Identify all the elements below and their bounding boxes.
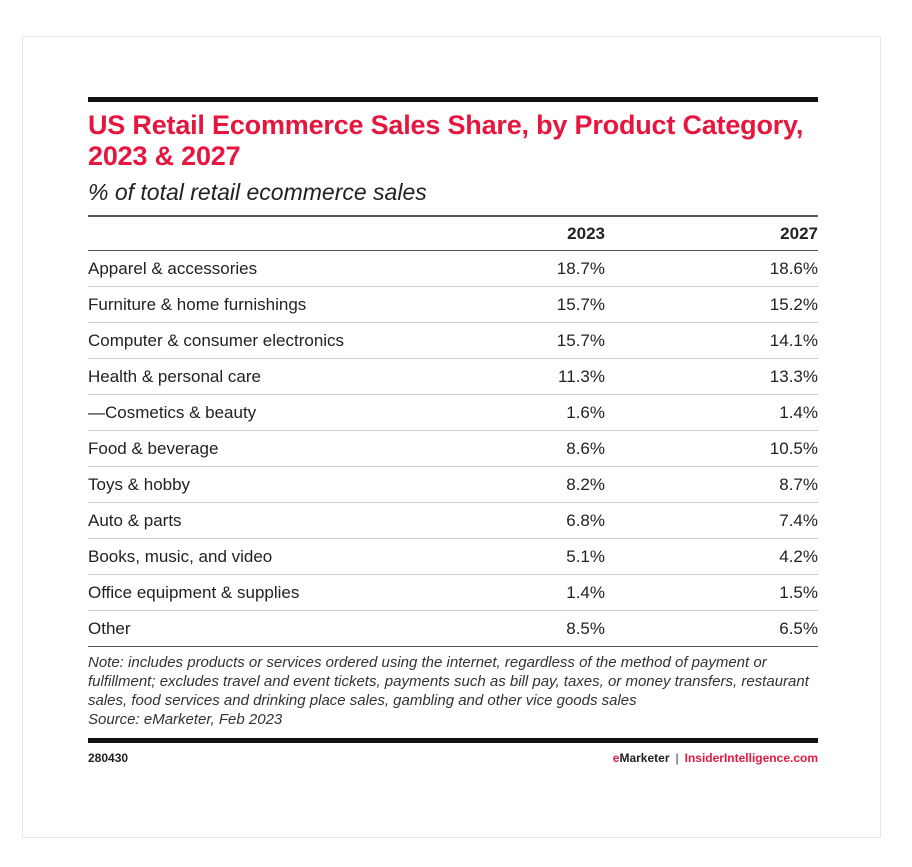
row-label: Apparel & accessories <box>88 250 455 287</box>
row-label: Health & personal care <box>88 358 455 395</box>
row-label: —Cosmetics & beauty <box>88 394 455 431</box>
row-label: Food & beverage <box>88 430 455 467</box>
value-2027: 4.2% <box>605 538 818 575</box>
value-2023: 6.8% <box>455 502 605 539</box>
value-2023: 18.7% <box>455 250 605 287</box>
chart-id: 280430 <box>88 751 129 765</box>
value-2023: 8.6% <box>455 430 605 467</box>
chart-card <box>22 36 881 838</box>
value-2027: 14.1% <box>605 322 818 359</box>
bottom-rule <box>88 738 818 743</box>
value-2023: 1.6% <box>455 394 605 431</box>
value-2027: 15.2% <box>605 286 818 323</box>
table-row: Computer & consumer electronics 15.7% 14.1… <box>88 322 818 359</box>
table-row: Books, music, and video 5.1% 4.2% <box>88 538 818 575</box>
table-row: Office equipment & supplies 1.4% 1.5% <box>88 574 818 611</box>
chart-note: Note: includes products or services orde… <box>88 653 818 729</box>
row-label: Toys & hobby <box>88 466 455 503</box>
source-text: Source: eMarketer, Feb 2023 <box>88 711 283 728</box>
site-link[interactable]: InsiderIntelligence.com <box>684 751 818 765</box>
header-label <box>88 215 455 251</box>
value-2023: 15.7% <box>455 286 605 323</box>
row-label: Auto & parts <box>88 502 455 539</box>
data-table: 2023 2027 Apparel & accessories 18.7% 18.6… <box>88 215 818 647</box>
table-row: —Cosmetics & beauty 1.6% 1.4% <box>88 394 818 431</box>
value-2023: 8.2% <box>455 466 605 503</box>
value-2027: 6.5% <box>605 610 818 647</box>
value-2023: 5.1% <box>455 538 605 575</box>
table-row: Auto & parts 6.8% 7.4% <box>88 502 818 539</box>
row-label: Other <box>88 610 455 647</box>
value-2023: 11.3% <box>455 358 605 395</box>
value-2027: 18.6% <box>605 250 818 287</box>
table-row: Toys & hobby 8.2% 8.7% <box>88 466 818 503</box>
table-row: Furniture & home furnishings 15.7% 15.2% <box>88 286 818 323</box>
value-2027: 7.4% <box>605 502 818 539</box>
footer-separator: | <box>675 751 679 765</box>
header-2027: 2027 <box>605 215 818 251</box>
value-2027: 1.4% <box>605 394 818 431</box>
table-row: Food & beverage 8.6% 10.5% <box>88 430 818 467</box>
value-2023: 8.5% <box>455 610 605 647</box>
value-2027: 10.5% <box>605 430 818 467</box>
header-row: 2023 2027 <box>88 215 818 251</box>
header-2023: 2023 <box>455 215 605 251</box>
row-label: Office equipment & supplies <box>88 574 455 611</box>
table-row: Other 8.5% 6.5% <box>88 610 818 647</box>
brand-e: e <box>612 751 620 765</box>
note-text: Note: includes products or services orde… <box>88 654 809 709</box>
table-row: Apparel & accessories 18.7% 18.6% <box>88 250 818 287</box>
row-label: Furniture & home furnishings <box>88 286 455 323</box>
table-row: Health & personal care 11.3% 13.3% <box>88 358 818 395</box>
value-2027: 8.7% <box>605 466 818 503</box>
chart-container: US Retail Ecommerce Sales Share, by Prod… <box>88 97 818 765</box>
footer: 280430 eMarketer | InsiderIntelligence.com <box>88 751 818 765</box>
row-label: Computer & consumer electronics <box>88 322 455 359</box>
value-2027: 1.5% <box>605 574 818 611</box>
row-label: Books, music, and video <box>88 538 455 575</box>
footer-brand: eMarketer | InsiderIntelligence.com <box>613 751 818 765</box>
value-2023: 1.4% <box>455 574 605 611</box>
brand-rest: Marketer <box>619 751 670 765</box>
top-rule <box>88 97 818 102</box>
chart-subtitle: % of total retail ecommerce sales <box>88 179 427 205</box>
value-2027: 13.3% <box>605 358 818 395</box>
value-2023: 15.7% <box>455 322 605 359</box>
chart-title: US Retail Ecommerce Sales Share, by Prod… <box>88 110 804 171</box>
